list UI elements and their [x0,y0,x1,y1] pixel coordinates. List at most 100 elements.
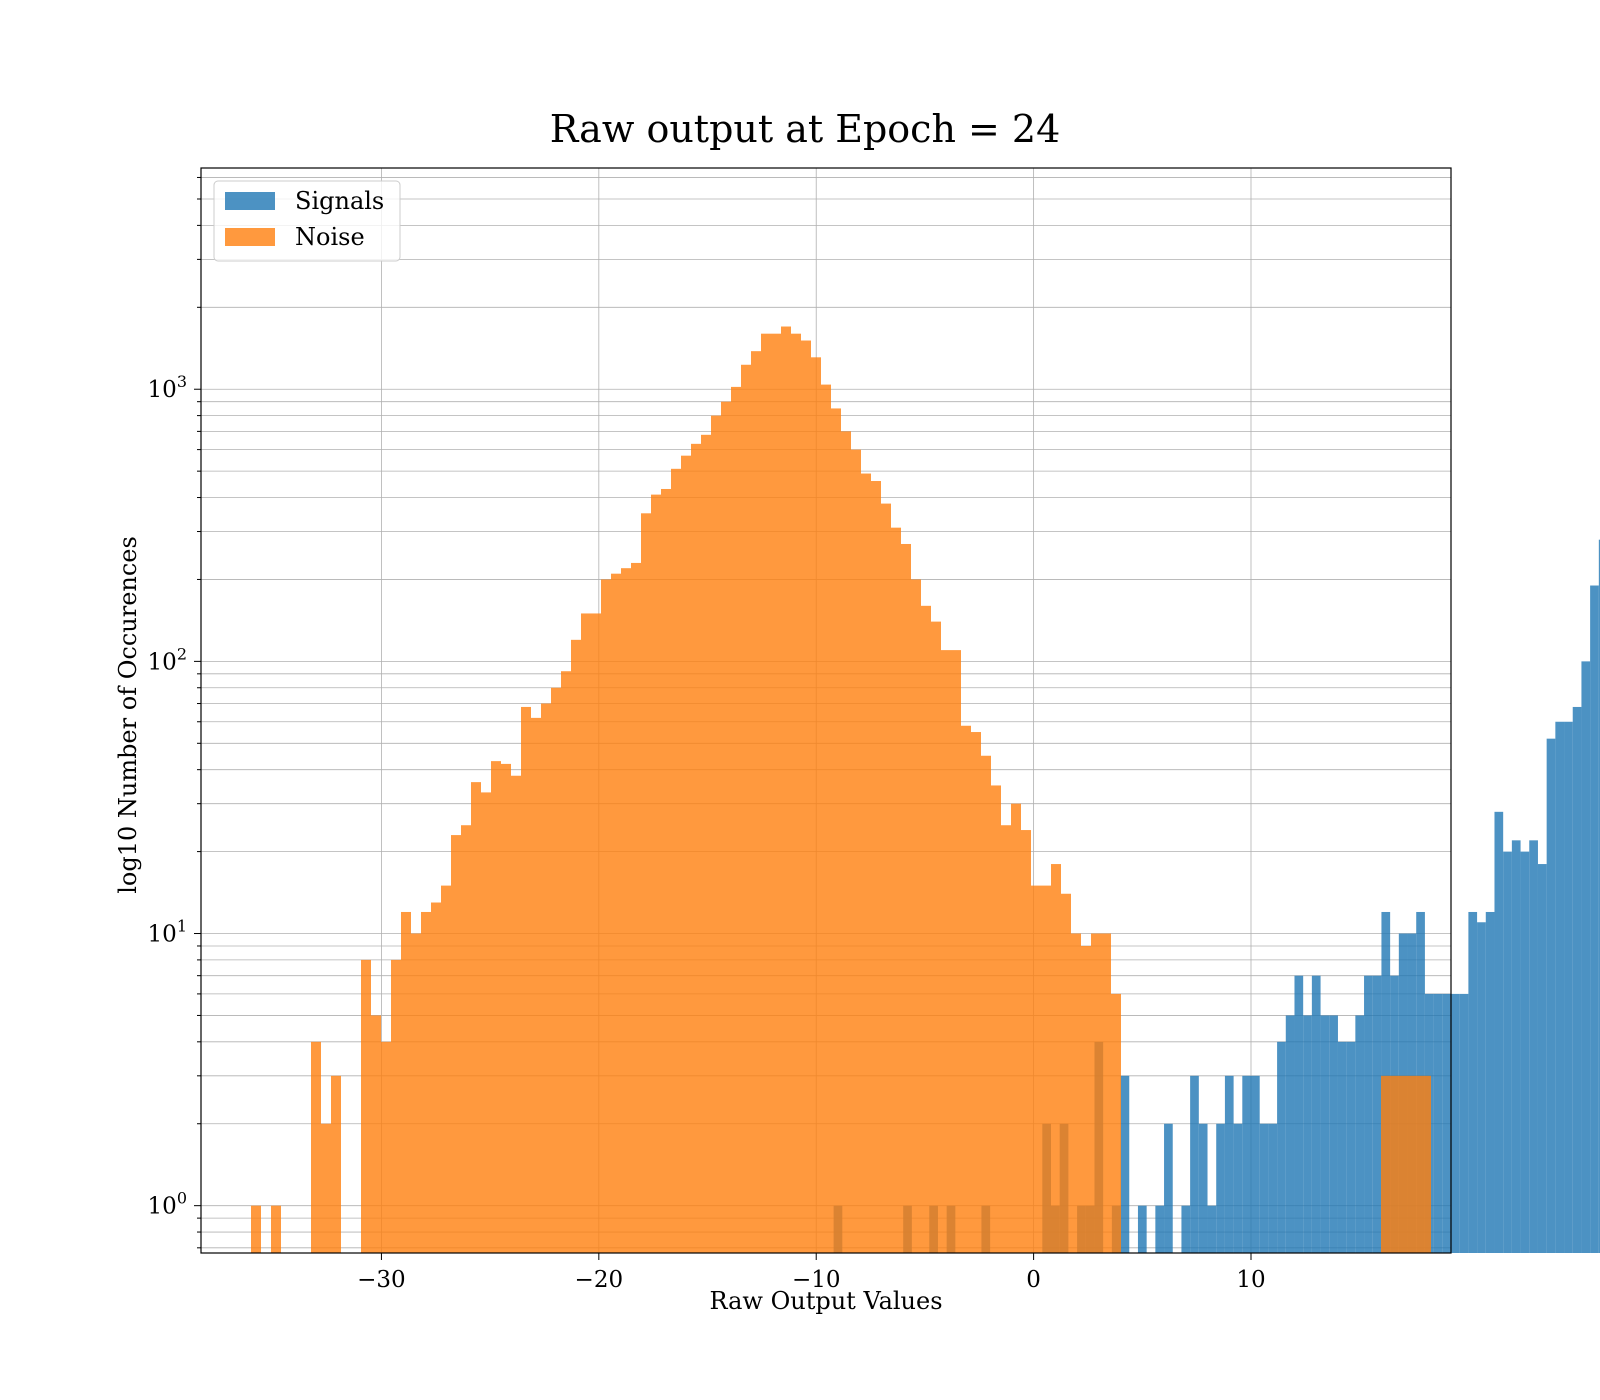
bar-signals [1459,993,1469,1253]
bar-noise [861,473,871,1253]
bar-noise [681,455,691,1253]
bar-signals [1572,706,1582,1253]
y-tick-label: 102 [148,644,187,675]
bar-noise [431,902,441,1253]
legend-swatch-signals [225,192,275,210]
bar-noise [891,527,901,1253]
legend-swatch-noise [225,228,275,246]
bar-noise [1031,885,1041,1253]
bar-noise [971,732,981,1253]
bar-signals [1355,1015,1365,1253]
bar-noise [331,1075,341,1253]
bar-noise [601,579,611,1253]
bar-noise [401,911,411,1253]
bar-signals [1320,1015,1330,1253]
bar-signals [1242,1075,1251,1253]
bar-signals [1216,1123,1225,1253]
bar-noise [911,579,921,1253]
bar-noise [821,384,831,1254]
bar-signals [1364,975,1373,1253]
bar-noise [271,1205,281,1253]
bar-signals [1451,993,1460,1253]
bar-noise [1011,803,1021,1253]
bar-signals [1155,1205,1165,1253]
bar-signals [1555,721,1565,1253]
chart-title: Raw output at Epoch = 24 [550,107,1061,151]
bar-signals [1277,1041,1286,1253]
x-tick-label: −20 [575,1267,624,1293]
bar-signals [1477,922,1486,1253]
bar-noise [621,568,631,1253]
bar-noise [741,364,751,1253]
bar-noise [991,785,1001,1253]
bar-noise [1051,864,1061,1253]
bar-signals [1433,993,1443,1253]
bar-noise [321,1123,331,1253]
y-axis-label: log10 Number of Occurences [114,536,142,894]
bar-signals [1181,1205,1191,1253]
bar-noise [881,503,891,1253]
histogram-bars [251,326,1600,1254]
bar-signals [1372,975,1382,1253]
bar-noise [641,513,651,1253]
bar-noise [951,650,961,1253]
bar-signals [1346,1041,1356,1253]
bar-noise [1381,1075,1391,1253]
bar-noise [1061,893,1071,1253]
bar-noise [851,449,861,1253]
legend-label-noise: Noise [295,223,365,251]
bar-noise [531,717,541,1253]
bar-signals [1511,840,1521,1253]
y-tick-label: 100 [148,1189,187,1220]
bar-noise [791,333,801,1253]
bar-noise [901,543,911,1253]
bar-noise [731,386,741,1254]
bar-noise [1041,885,1051,1253]
bar-signals [1520,851,1530,1253]
bar-signals [1303,1015,1312,1253]
bar-noise [551,687,561,1253]
bar-signals [1259,1123,1269,1253]
bar-noise [441,885,451,1253]
bar-signals [1164,1123,1173,1253]
bar-signals [1537,864,1547,1253]
bar-noise [1021,830,1031,1253]
y-tick-label: 101 [148,917,187,948]
series-noise [251,326,1431,1254]
bar-noise [421,911,431,1253]
bar-noise [491,761,501,1253]
bar-signals [1503,851,1512,1253]
bar-noise [461,825,471,1253]
bar-signals [1224,1075,1234,1253]
bar-signals [1294,975,1304,1253]
bar-noise [251,1205,261,1253]
bar-noise [1391,1075,1401,1253]
bar-noise [811,357,821,1254]
bar-signals [1590,585,1599,1253]
bar-noise [711,415,721,1253]
plot-frame [200,167,1452,1254]
bar-noise [1411,1075,1421,1253]
bar-noise [931,621,941,1253]
bar-noise [631,562,641,1253]
bar-signals [1485,911,1495,1253]
bar-noise [871,481,881,1253]
bar-noise [411,933,421,1253]
x-tick-label: 10 [1236,1267,1265,1293]
x-tick-label: −30 [357,1267,406,1293]
bar-noise [781,326,791,1254]
bar-noise [761,333,771,1253]
bar-noise [521,706,531,1253]
bar-signals [1598,539,1600,1253]
bar-signals [1581,661,1591,1253]
bar-noise [1401,1075,1411,1253]
bar-signals [1311,975,1321,1253]
bar-signals [1207,1205,1217,1253]
bar-noise [721,401,731,1254]
bar-signals [1190,1075,1199,1253]
legend-label-signals: Signals [295,187,384,215]
bar-noise [541,703,551,1253]
bar-signals [1268,1123,1278,1253]
y-axis-ticks: 100 101 102 103 [148,176,201,1249]
bar-noise [591,613,601,1253]
